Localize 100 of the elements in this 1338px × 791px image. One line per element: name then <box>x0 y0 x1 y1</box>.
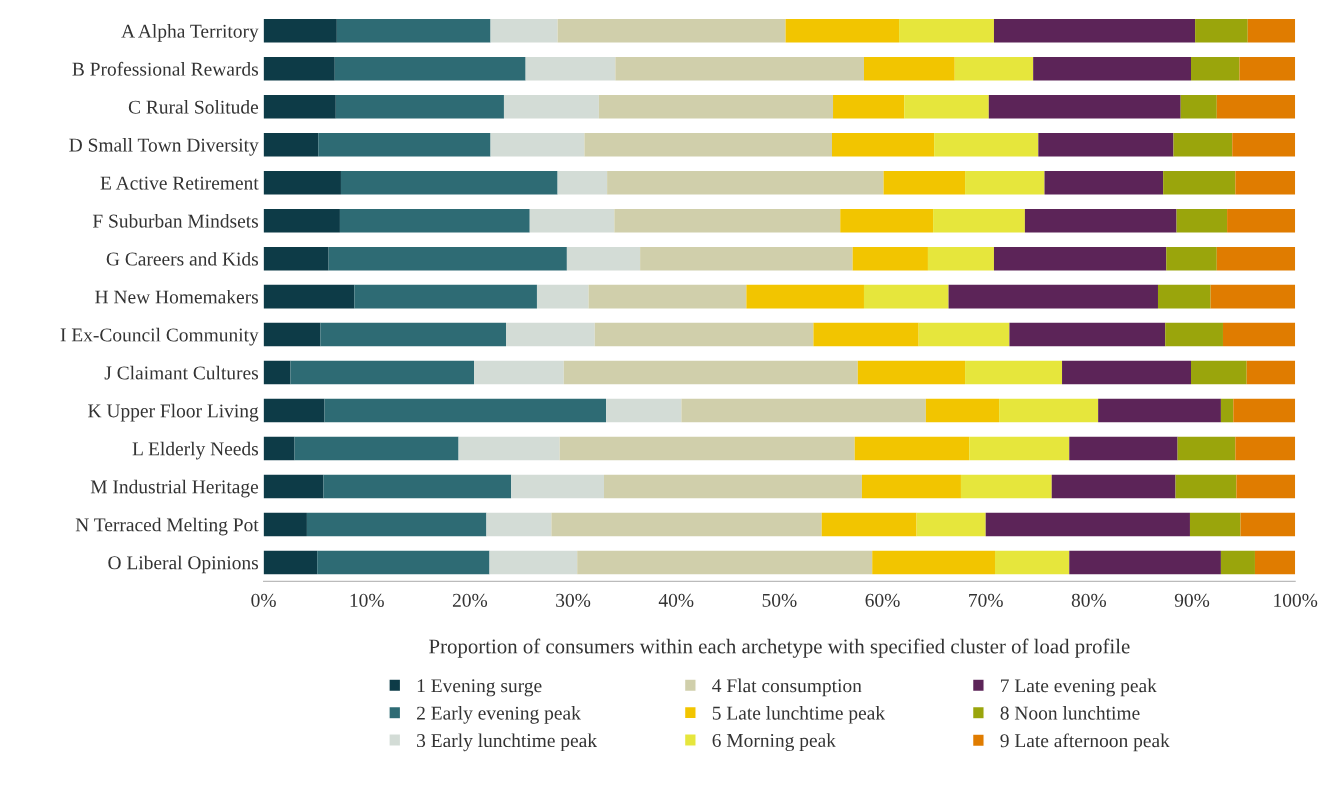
bar <box>1044 170 1164 195</box>
bar <box>525 57 616 81</box>
bar <box>324 398 607 423</box>
x-tick-label: 100% <box>1274 593 1318 607</box>
bar <box>1254 550 1296 575</box>
bar <box>511 474 605 499</box>
bar <box>988 95 1181 119</box>
bar <box>1069 550 1221 575</box>
bar <box>490 19 558 43</box>
bar <box>458 436 560 461</box>
bar <box>1195 19 1248 43</box>
bar <box>1062 360 1191 385</box>
bar <box>354 284 537 309</box>
legend-label: 2 Early evening peak <box>417 706 581 724</box>
legend-label: 7 Late evening peak <box>1001 678 1157 697</box>
y-tick-label: E Active Retirement <box>100 176 259 190</box>
bar <box>489 550 578 575</box>
bar <box>607 170 884 195</box>
x-axis-title: Proportion of consumers within each archetype with specified cluster of load profile <box>429 638 1130 658</box>
bar <box>263 57 335 81</box>
bar <box>840 208 934 233</box>
bar <box>993 246 1167 271</box>
bar <box>588 284 747 309</box>
bar <box>969 436 1070 461</box>
bar <box>615 57 864 81</box>
bar <box>340 170 558 195</box>
y-tick-label: C Rural Solitude <box>128 100 259 114</box>
bar <box>852 246 928 271</box>
bar <box>474 360 564 385</box>
y-tick-label: M Industrial Heritage <box>90 479 259 498</box>
bar <box>506 322 595 347</box>
bar <box>785 19 900 43</box>
bar <box>746 284 864 309</box>
bar <box>999 398 1099 423</box>
bar <box>1210 284 1296 309</box>
legend-label: 3 Early lunchtime peak <box>417 733 598 752</box>
bar <box>1176 208 1228 233</box>
legend-label: 1 Evening surge <box>417 679 542 697</box>
bar <box>263 170 341 195</box>
bar <box>857 360 966 385</box>
bar <box>861 474 961 499</box>
bar <box>551 512 822 537</box>
bar <box>557 19 786 43</box>
bar <box>1235 436 1296 461</box>
bar <box>317 550 490 575</box>
bar <box>863 57 955 81</box>
bar <box>640 246 853 271</box>
bar <box>960 474 1052 499</box>
bar <box>934 132 1039 157</box>
bar <box>833 95 905 119</box>
y-tick-label: A Alpha Territory <box>121 24 259 42</box>
bar <box>904 95 989 119</box>
bar <box>1236 474 1296 499</box>
x-tick-label: 30% <box>556 593 591 607</box>
bar <box>916 512 986 537</box>
legend-label: 6 Morning peak <box>712 733 836 752</box>
bar <box>1038 132 1174 157</box>
y-tick-label: B Professional Rewards <box>72 61 259 76</box>
bar <box>323 474 512 499</box>
bar <box>1190 57 1240 81</box>
x-tick-label: 0% <box>251 593 276 607</box>
bar <box>263 360 291 385</box>
bar <box>832 132 935 157</box>
bar <box>965 360 1063 385</box>
bar <box>334 57 526 81</box>
bar <box>1216 246 1296 271</box>
bar <box>1239 57 1296 81</box>
bar <box>1051 474 1176 499</box>
bar <box>335 95 504 119</box>
bar <box>994 550 1070 575</box>
x-tick-label: 90% <box>1174 593 1210 607</box>
bar <box>993 19 1196 43</box>
bar <box>1024 208 1177 233</box>
bar <box>1098 398 1221 423</box>
bar <box>1069 436 1178 461</box>
bar <box>1220 550 1255 575</box>
bar <box>925 398 1000 423</box>
bar <box>557 170 608 195</box>
bar <box>1173 132 1233 157</box>
bar <box>294 436 459 461</box>
bar <box>1009 322 1166 347</box>
x-tick-label: 60% <box>865 593 900 607</box>
bar <box>821 512 917 537</box>
bar <box>927 246 994 271</box>
bar <box>1166 246 1217 271</box>
bar <box>1232 132 1296 157</box>
bar <box>985 512 1190 537</box>
bar <box>1227 208 1296 233</box>
y-tick-label: D Small Town Diversity <box>69 138 259 156</box>
bar <box>681 398 926 423</box>
bar <box>1175 474 1237 499</box>
y-tick-label: J Claimant Cultures <box>104 365 259 380</box>
bar <box>1180 95 1217 119</box>
bar <box>1165 322 1223 347</box>
bar <box>854 436 970 461</box>
bar <box>965 170 1045 195</box>
bar <box>339 208 530 233</box>
bar <box>263 550 318 575</box>
bar <box>604 474 862 499</box>
bar <box>263 95 336 119</box>
